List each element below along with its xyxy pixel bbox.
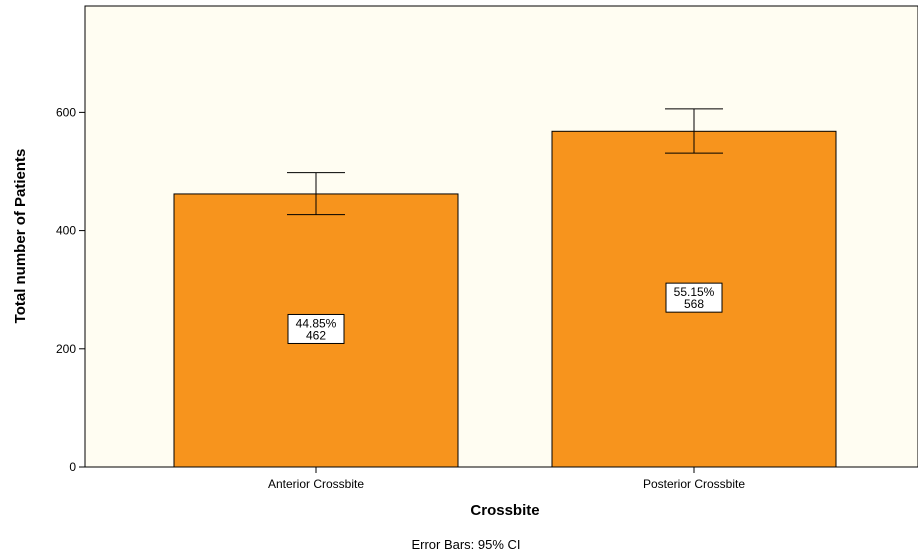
y-axis-title: Total number of Patients: [12, 149, 29, 324]
y-axis: 0 200 400 600: [56, 6, 86, 474]
data-label-count: 462: [306, 328, 326, 342]
bars-group: 44.85%462 55.15%568: [173, 108, 837, 468]
x-axis: Anterior Crossbite Posterior Crossbite: [85, 466, 918, 491]
data-label-box: [665, 282, 723, 313]
x-category-label: Anterior Crossbite: [268, 477, 364, 491]
y-tick-label: 200: [56, 342, 76, 356]
data-label-percent: 55.15%: [674, 285, 715, 299]
y-tick-label: 0: [69, 460, 76, 474]
y-tick-label: 600: [56, 105, 76, 119]
data-label-count: 568: [684, 297, 704, 311]
x-category-label: Posterior Crossbite: [643, 477, 745, 491]
y-tick-label: 400: [56, 224, 76, 238]
x-axis-title: Crossbite: [470, 502, 539, 519]
footnote: Error Bars: 95% CI: [411, 537, 520, 552]
data-label-percent: 44.85%: [296, 316, 337, 330]
data-label-box: [287, 313, 345, 344]
